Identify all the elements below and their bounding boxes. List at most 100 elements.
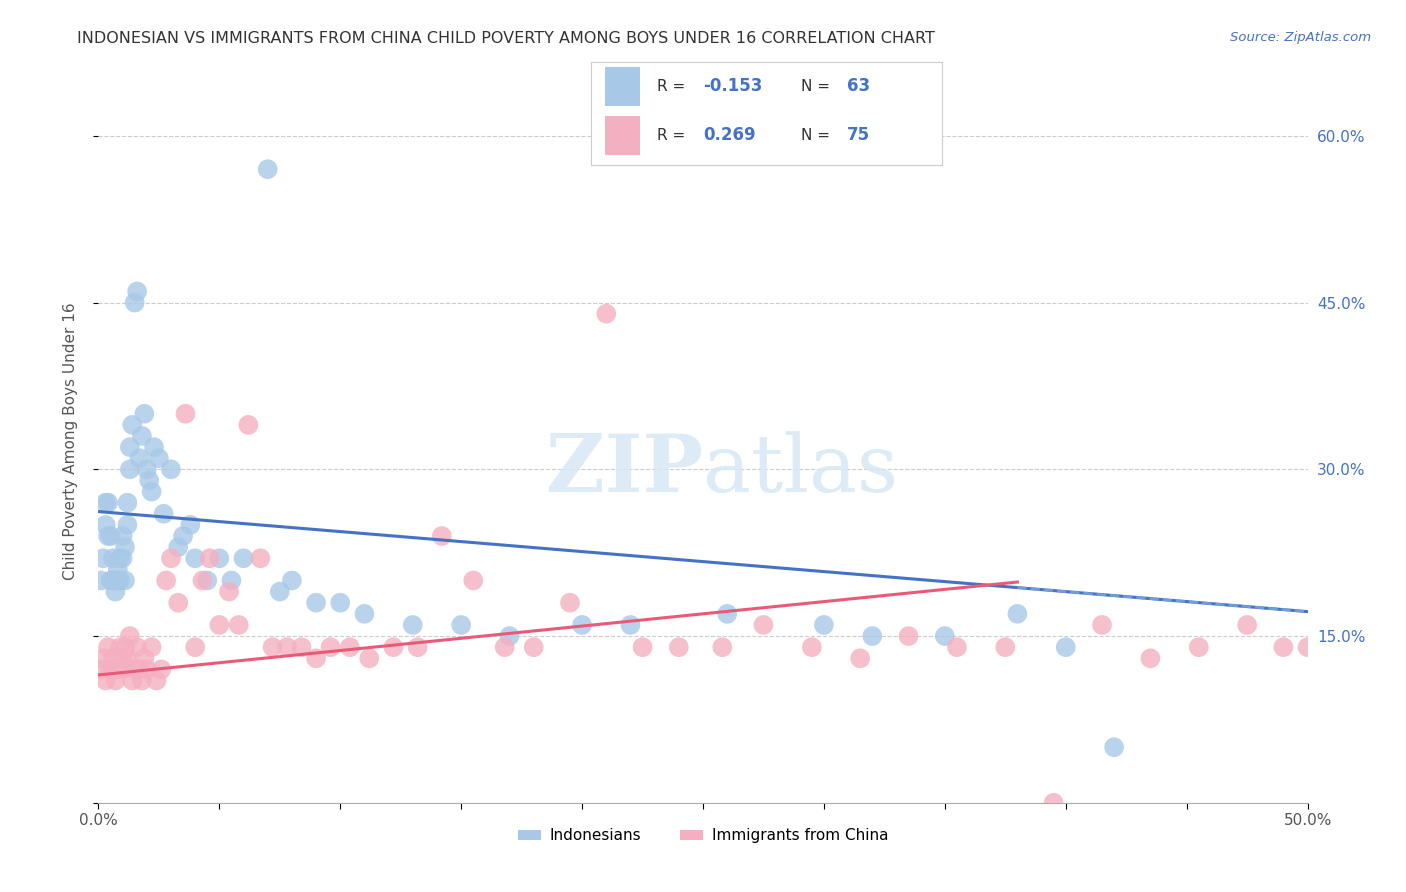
FancyBboxPatch shape xyxy=(605,116,640,155)
Point xyxy=(117,517,139,532)
Point xyxy=(94,496,117,510)
Point xyxy=(191,574,214,588)
Point xyxy=(382,640,405,655)
Point xyxy=(134,651,156,665)
Point xyxy=(124,295,146,310)
Point xyxy=(619,618,641,632)
Point xyxy=(108,551,131,566)
Point xyxy=(571,618,593,632)
Point xyxy=(90,662,112,676)
Point xyxy=(1042,796,1064,810)
FancyBboxPatch shape xyxy=(605,67,640,105)
Point xyxy=(558,596,581,610)
Point xyxy=(111,529,134,543)
Point xyxy=(179,517,201,532)
Point xyxy=(1369,640,1392,655)
Text: ZIP: ZIP xyxy=(546,432,703,509)
Point xyxy=(218,584,240,599)
Point xyxy=(118,440,141,454)
Point xyxy=(150,662,173,676)
Text: N =: N = xyxy=(801,78,835,94)
Point xyxy=(860,629,883,643)
Point xyxy=(463,574,485,588)
Point xyxy=(111,651,134,665)
Text: 75: 75 xyxy=(846,127,870,145)
Point xyxy=(107,574,129,588)
Point xyxy=(167,540,190,554)
Point xyxy=(305,651,328,665)
Point xyxy=(494,640,516,655)
Point xyxy=(117,496,139,510)
Point xyxy=(160,462,183,476)
Point xyxy=(1091,618,1114,632)
Point xyxy=(152,507,174,521)
Point xyxy=(118,629,141,643)
Point xyxy=(249,551,271,566)
Point xyxy=(262,640,284,655)
Text: 0.269: 0.269 xyxy=(703,127,755,145)
Point xyxy=(1236,618,1258,632)
Point xyxy=(107,662,129,676)
Text: Source: ZipAtlas.com: Source: ZipAtlas.com xyxy=(1230,31,1371,45)
Point xyxy=(184,640,207,655)
Text: 63: 63 xyxy=(846,77,870,95)
Point xyxy=(127,640,149,655)
Point xyxy=(97,496,120,510)
Point xyxy=(498,629,520,643)
Point xyxy=(114,574,136,588)
Point xyxy=(305,596,328,610)
Point xyxy=(752,618,775,632)
Point xyxy=(101,651,124,665)
Point xyxy=(145,673,167,688)
Point xyxy=(849,651,872,665)
Point xyxy=(1054,640,1077,655)
Point xyxy=(198,551,221,566)
Text: atlas: atlas xyxy=(703,432,898,509)
Text: R =: R = xyxy=(657,78,690,94)
Point xyxy=(281,574,304,588)
Point xyxy=(256,162,278,177)
Point xyxy=(104,584,127,599)
Point xyxy=(174,407,197,421)
Text: -0.153: -0.153 xyxy=(703,77,762,95)
Text: R =: R = xyxy=(657,128,690,143)
Point xyxy=(107,562,129,576)
Point xyxy=(101,551,124,566)
Point xyxy=(121,673,143,688)
Point xyxy=(141,484,163,499)
Point xyxy=(711,640,734,655)
Point xyxy=(97,529,120,543)
Point xyxy=(160,551,183,566)
Point xyxy=(94,517,117,532)
Point xyxy=(131,673,153,688)
Point xyxy=(127,285,149,299)
Point xyxy=(104,673,127,688)
Point xyxy=(208,618,231,632)
Text: N =: N = xyxy=(801,128,835,143)
Point xyxy=(118,462,141,476)
Point xyxy=(800,640,823,655)
Point xyxy=(121,417,143,432)
Point xyxy=(1344,618,1367,632)
Point xyxy=(228,618,250,632)
Point xyxy=(104,574,127,588)
Point xyxy=(946,640,969,655)
Point xyxy=(523,640,546,655)
Point xyxy=(813,618,835,632)
Point xyxy=(1188,640,1211,655)
Point xyxy=(114,640,136,655)
Point xyxy=(406,640,429,655)
Point xyxy=(100,574,122,588)
Text: INDONESIAN VS IMMIGRANTS FROM CHINA CHILD POVERTY AMONG BOYS UNDER 16 CORRELATIO: INDONESIAN VS IMMIGRANTS FROM CHINA CHIL… xyxy=(77,31,935,46)
Legend: Indonesians, Immigrants from China: Indonesians, Immigrants from China xyxy=(512,822,894,849)
Point xyxy=(934,629,956,643)
Point xyxy=(339,640,361,655)
Point xyxy=(1272,640,1295,655)
Point xyxy=(172,529,194,543)
Point xyxy=(897,629,920,643)
Point xyxy=(135,462,157,476)
Point xyxy=(111,551,134,566)
Point xyxy=(353,607,375,621)
Y-axis label: Child Poverty Among Boys Under 16: Child Poverty Among Boys Under 16 xyxy=(63,302,77,581)
Point xyxy=(1393,618,1406,632)
